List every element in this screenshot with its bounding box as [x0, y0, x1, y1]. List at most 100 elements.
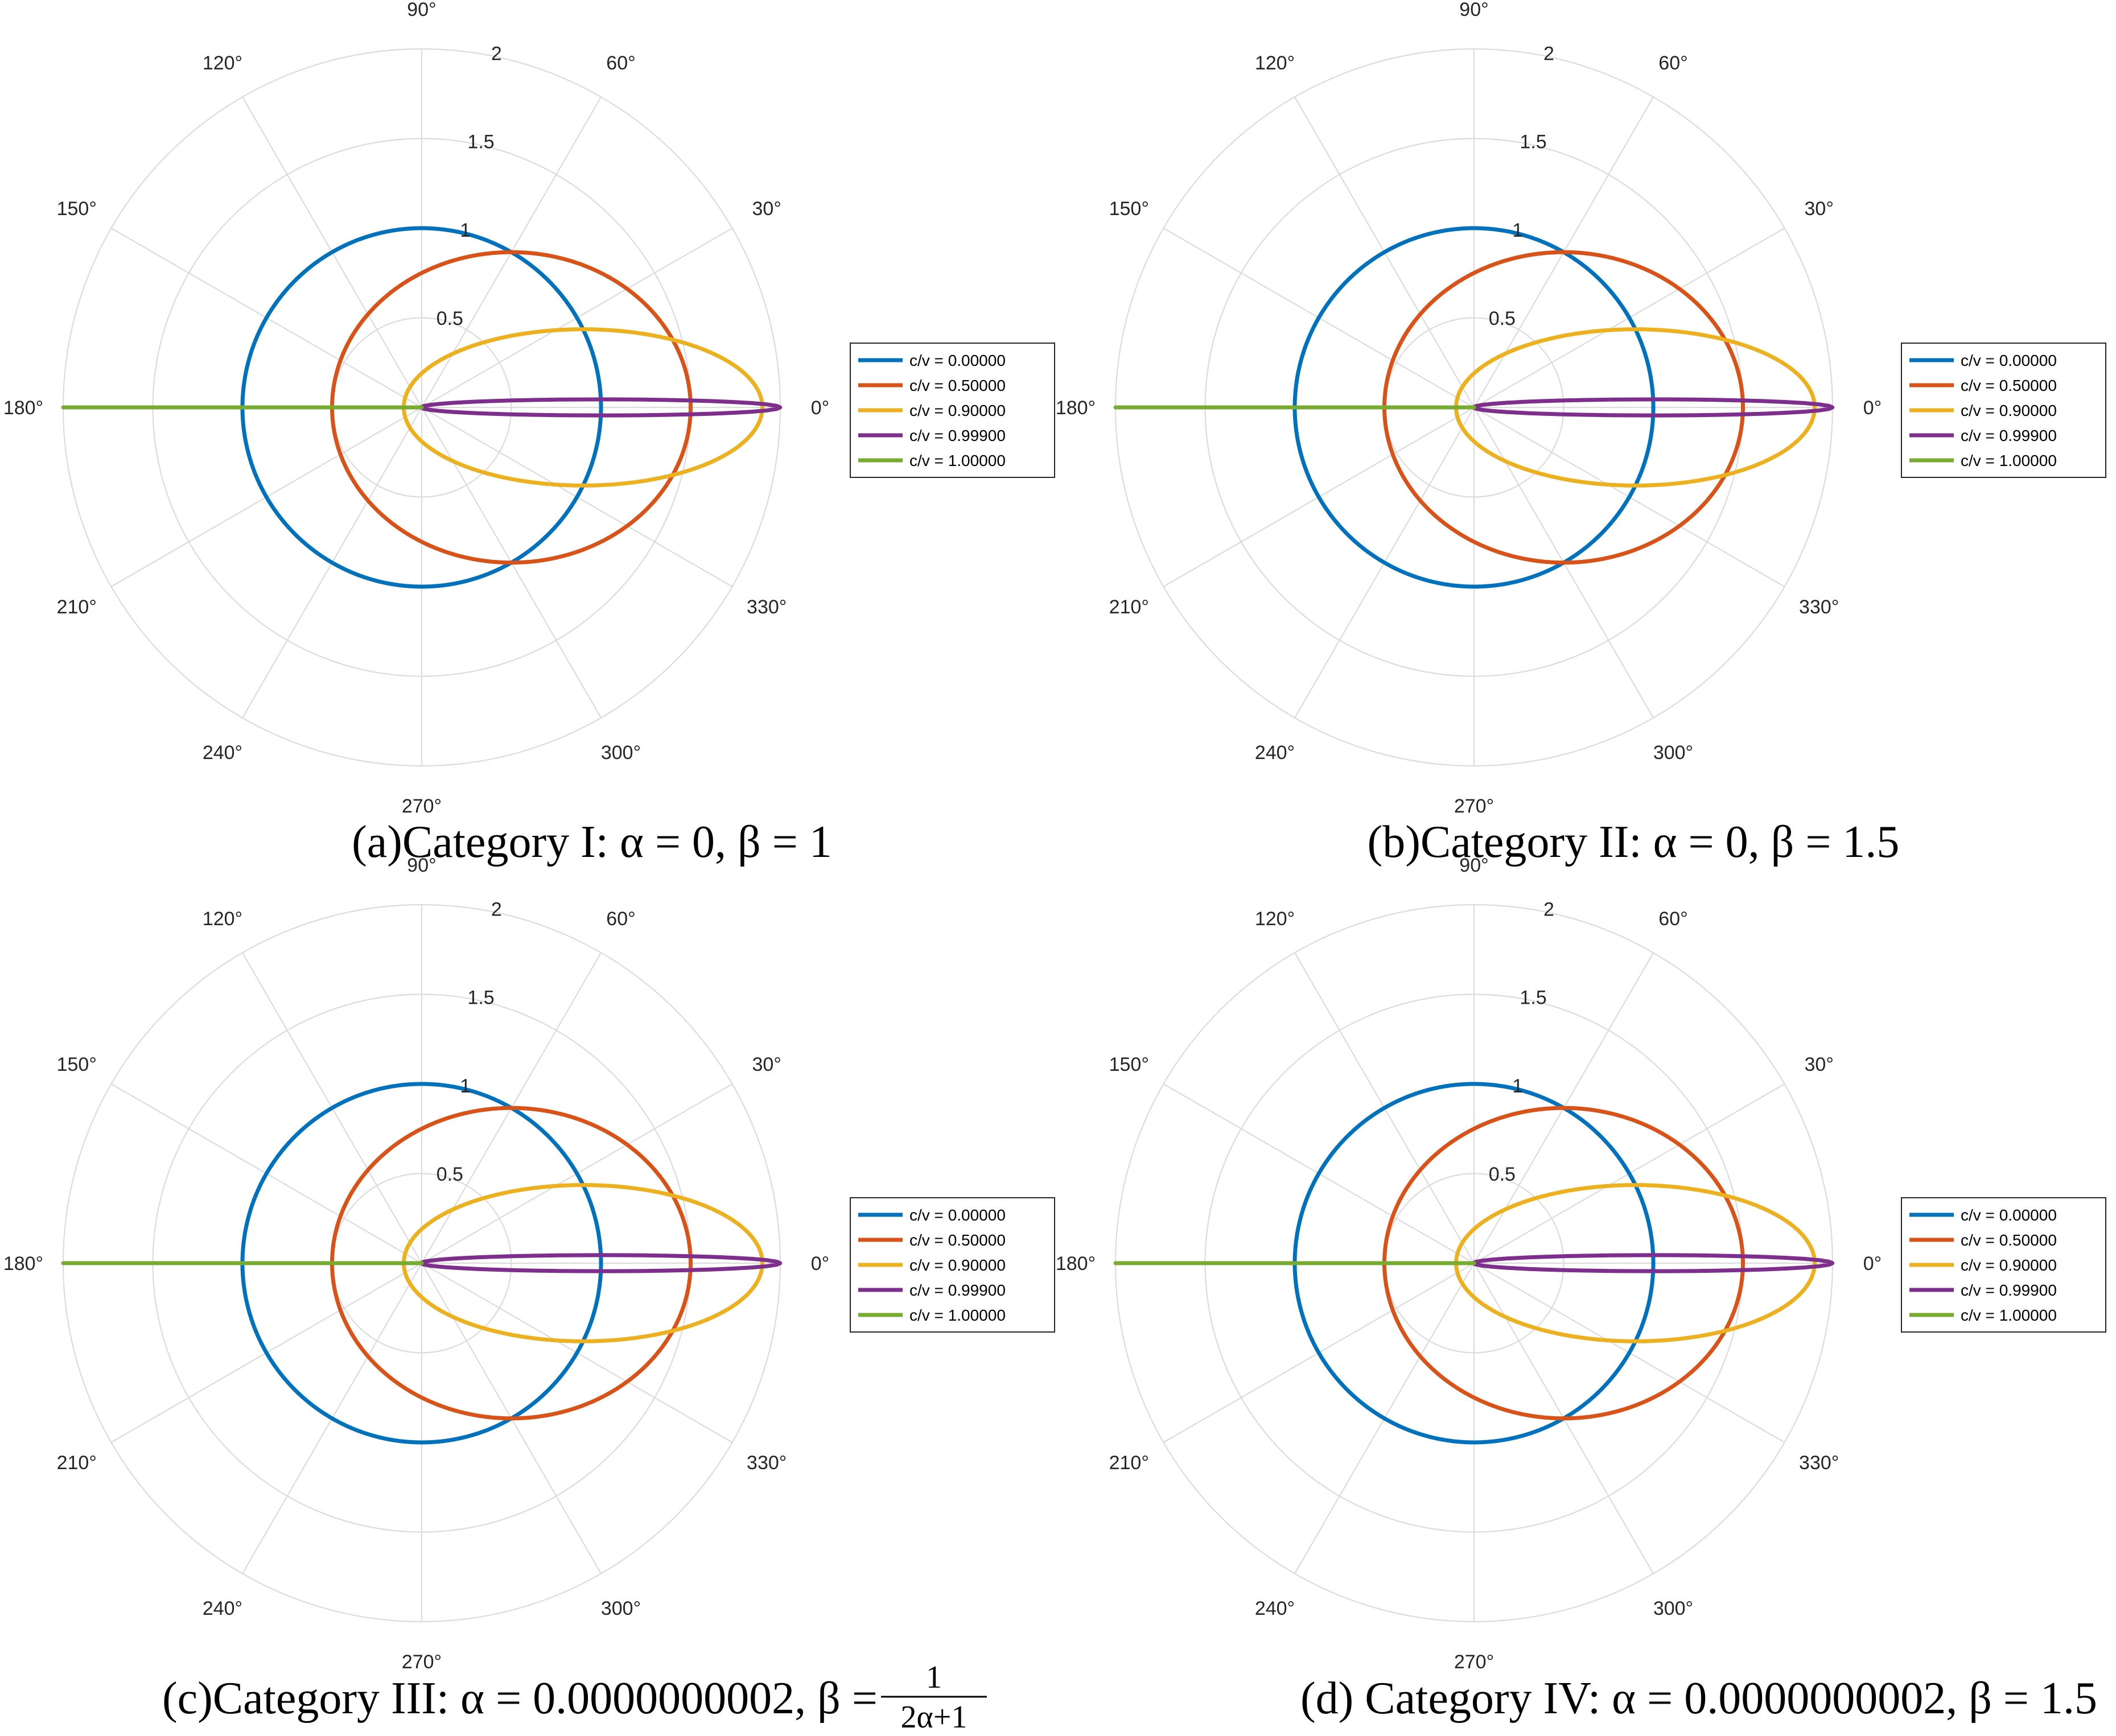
theta-tick-label: 60° — [606, 52, 635, 74]
caption-c-frac-num: 1 — [926, 1660, 942, 1695]
r-tick-label: 2 — [491, 43, 502, 65]
legend-label: c/v = 0.00000 — [1961, 1206, 2057, 1224]
legend-label: c/v = 0.99900 — [1961, 1281, 2057, 1299]
r-tick-label: 0.5 — [437, 1164, 463, 1185]
theta-tick-label: 90° — [1459, 855, 1488, 876]
caption-c-lead: (c)Category III: α = 0.0000000002, β = — [162, 1673, 878, 1723]
legend-label: c/v = 0.50000 — [1961, 377, 2057, 394]
theta-tick-label: 150° — [57, 198, 97, 220]
caption-a: (a)Category I: α = 0, β = 1 — [352, 817, 832, 867]
theta-tick-label: 330° — [1799, 1452, 1839, 1474]
panel-b: 0° 30° 60° 90° 120° 150° 180° 210° 240° 270° 300° 3… — [1056, 0, 2106, 817]
legend-label: c/v = 1.00000 — [1961, 452, 2057, 469]
theta-tick-label: 60° — [1658, 52, 1687, 74]
legend-label: c/v = 1.00000 — [1961, 1306, 2057, 1324]
theta-tick-label: 210° — [57, 596, 97, 618]
legend-d: c/v = 0.00000 c/v = 0.50000 c/v = 0.90000 c… — [1901, 1197, 2106, 1333]
theta-tick-label: 120° — [1255, 52, 1295, 74]
panel-a: 0° 30° 60° 90° 120° 150° 180° 210° 240° 270° 300° 3… — [3, 0, 1055, 817]
panel-c: 0° 30° 60° 90° 120° 150° 180° 210° 240° 270° 300° 3… — [3, 855, 1055, 1673]
legend-label: c/v = 1.00000 — [909, 452, 1006, 469]
r-tick-label: 1 — [1512, 220, 1523, 241]
legend-label: c/v = 0.00000 — [909, 352, 1006, 369]
theta-tick-label: 120° — [203, 52, 242, 74]
legend-label: c/v = 1.00000 — [909, 1306, 1006, 1324]
axis-labels-c: 0° 30° 60° 90° 120° 150° 180° 210° 240° 270° 300° 3… — [3, 855, 829, 1673]
theta-tick-label: 180° — [1056, 397, 1096, 419]
theta-tick-label: 0° — [1863, 1253, 1882, 1275]
r-tick-label: 0.5 — [437, 308, 463, 329]
theta-tick-label: 240° — [203, 1598, 242, 1619]
r-tick-label: 1 — [460, 1075, 471, 1097]
theta-tick-label: 210° — [1109, 1452, 1149, 1474]
theta-tick-label: 210° — [57, 1452, 97, 1474]
theta-tick-label: 0° — [1863, 397, 1882, 419]
theta-tick-label: 300° — [601, 1598, 641, 1619]
theta-tick-label: 90° — [407, 855, 436, 876]
r-tick-label: 1 — [1512, 1075, 1523, 1097]
r-tick-label: 1.5 — [1520, 987, 1546, 1009]
axis-labels-d: 0° 30° 60° 90° 120° 150° 180° 210° 240° 270° 300° 3… — [1056, 855, 1882, 1673]
legend-label: c/v = 0.99900 — [909, 427, 1006, 444]
legend-label: c/v = 0.50000 — [909, 377, 1006, 394]
legend-label: c/v = 0.00000 — [909, 1206, 1006, 1224]
legend-label: c/v = 0.99900 — [1961, 427, 2057, 444]
legend-label: c/v = 0.90000 — [909, 402, 1006, 419]
theta-tick-label: 30° — [752, 198, 781, 220]
theta-tick-label: 330° — [747, 596, 787, 618]
legend-label: c/v = 0.50000 — [909, 1231, 1006, 1249]
theta-tick-label: 30° — [1805, 198, 1834, 220]
r-tick-label: 1.5 — [467, 987, 494, 1009]
panel-d: 0° 30° 60° 90° 120° 150° 180° 210° 240° 270° 300° 3… — [1056, 855, 2106, 1673]
theta-tick-label: 300° — [601, 742, 641, 764]
legend-label: c/v = 0.00000 — [1961, 352, 2057, 369]
legend-label: c/v = 0.99900 — [909, 1281, 1006, 1299]
theta-tick-label: 180° — [3, 397, 43, 419]
theta-tick-label: 240° — [1255, 1598, 1295, 1619]
theta-tick-label: 270° — [402, 795, 442, 817]
curves-d — [1113, 1082, 1835, 1445]
r-tick-label: 1 — [460, 220, 471, 241]
theta-tick-label: 240° — [1255, 742, 1295, 764]
axis-labels-b: 0° 30° 60° 90° 120° 150° 180° 210° 240° 270° 300° 3… — [1056, 0, 1882, 817]
legend-label: c/v = 0.50000 — [1961, 1231, 2057, 1249]
caption-b: (b)Category II: α = 0, β = 1.5 — [1368, 817, 1900, 867]
caption-d: (d) Category IV: α = 0.0000000002, β = 1… — [1300, 1673, 2097, 1723]
r-tick-label: 2 — [491, 899, 502, 921]
legend-label: c/v = 0.90000 — [909, 1256, 1006, 1274]
theta-tick-label: 330° — [1799, 596, 1839, 618]
theta-tick-label: 90° — [1459, 0, 1488, 20]
theta-tick-label: 0° — [811, 397, 830, 419]
curves-a — [61, 226, 783, 589]
r-tick-label: 2 — [1543, 899, 1554, 921]
theta-tick-label: 270° — [1454, 1651, 1494, 1673]
theta-tick-label: 180° — [1056, 1253, 1096, 1275]
theta-tick-label: 120° — [203, 908, 242, 930]
theta-tick-label: 210° — [1109, 596, 1149, 618]
r-tick-label: 1.5 — [1520, 131, 1546, 153]
curves-c — [61, 1082, 783, 1445]
r-tick-label: 2 — [1543, 43, 1554, 65]
legend-b: c/v = 0.00000 c/v = 0.50000 c/v = 0.90000 c… — [1901, 343, 2106, 478]
theta-tick-label: 150° — [1109, 198, 1149, 220]
caption-c: (c)Category III: α = 0.0000000002, β = 1… — [162, 1660, 987, 1735]
theta-tick-label: 0° — [811, 1253, 830, 1275]
theta-tick-label: 150° — [57, 1054, 97, 1075]
theta-tick-label: 30° — [1805, 1054, 1834, 1075]
theta-tick-label: 270° — [1454, 795, 1494, 817]
theta-tick-label: 240° — [203, 742, 242, 764]
r-tick-label: 1.5 — [467, 131, 494, 153]
legend-label: c/v = 0.90000 — [1961, 402, 2057, 419]
theta-tick-label: 30° — [752, 1054, 781, 1075]
r-tick-label: 0.5 — [1489, 308, 1516, 329]
theta-tick-label: 180° — [3, 1253, 43, 1275]
curves-b — [1113, 226, 1835, 589]
theta-tick-label: 300° — [1653, 1598, 1693, 1619]
theta-tick-label: 60° — [1658, 908, 1687, 930]
theta-tick-label: 120° — [1255, 908, 1295, 930]
r-tick-label: 0.5 — [1489, 1164, 1516, 1185]
theta-tick-label: 60° — [606, 908, 635, 930]
legend-c: c/v = 0.00000 c/v = 0.50000 c/v = 0.90000 c… — [850, 1197, 1055, 1333]
theta-tick-label: 300° — [1653, 742, 1693, 764]
